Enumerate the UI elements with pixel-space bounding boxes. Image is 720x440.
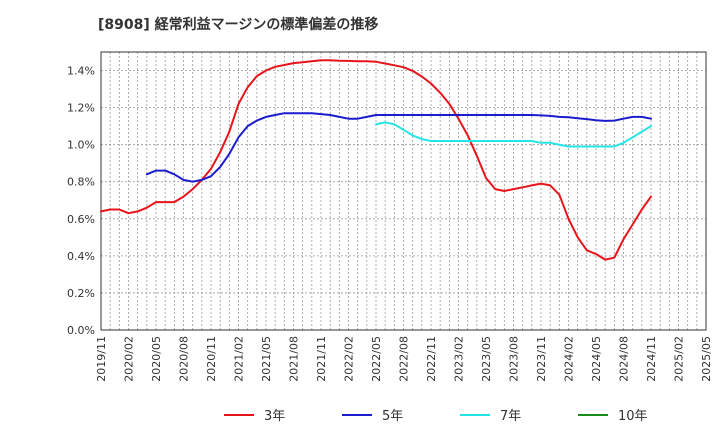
- x-tick-label: 2022/11: [425, 336, 438, 382]
- y-tick-label: 0.6%: [67, 213, 95, 226]
- legend: 3年 5年 7年 10年: [224, 409, 648, 424]
- legend-label-5年: 5年: [382, 409, 403, 424]
- x-tick-label: 2025/05: [700, 336, 713, 382]
- x-tick-label: 2020/02: [123, 336, 136, 382]
- y-tick-label: 1.0%: [67, 139, 95, 152]
- series-line-3年: [100, 59, 652, 261]
- x-tick-label: 2022/05: [370, 336, 383, 382]
- x-tick-label: 2019/11: [95, 336, 108, 382]
- legend-label-7年: 7年: [500, 409, 521, 424]
- x-tick-label: 2025/02: [673, 336, 686, 382]
- legend-label-10年: 10年: [618, 409, 648, 424]
- y-tick-label: 0.2%: [67, 287, 95, 300]
- x-tick-label: 2021/08: [288, 336, 301, 382]
- x-tick-label: 2021/05: [260, 336, 273, 382]
- chart-title: [8908] 経常利益マージンの標準偏差の推移: [98, 16, 378, 33]
- x-tick-label: 2024/02: [563, 336, 576, 382]
- x-tick-label: 2024/05: [590, 336, 603, 382]
- y-tick-label: 0.0%: [67, 324, 95, 337]
- plot-background: [101, 52, 706, 330]
- x-tick-label: 2023/02: [453, 336, 466, 382]
- x-tick-label: 2022/08: [398, 336, 411, 382]
- x-tick-label: 2023/08: [508, 336, 521, 382]
- x-tick-label: 2024/11: [645, 336, 658, 382]
- series-line-7年: [375, 121, 652, 148]
- x-tick-label: 2021/02: [233, 336, 246, 382]
- y-tick-label: 0.4%: [67, 250, 95, 263]
- plot-frame: [100, 51, 707, 331]
- x-tick-label: 2020/05: [150, 336, 163, 382]
- y-tick-label: 1.2%: [67, 102, 95, 115]
- y-tick-label: 1.4%: [67, 65, 95, 78]
- x-tick-label: 2023/05: [480, 336, 493, 382]
- x-tick-label: 2020/11: [205, 336, 218, 382]
- series-line-5年: [145, 112, 652, 183]
- plot-area: 0.0% 0.2% 0.4% 0.6% 0.8% 1.0% 1.2% 1.4% 2019/11 2…: [67, 51, 713, 382]
- y-tick-label: 0.8%: [67, 176, 95, 189]
- x-tick-label: 2020/08: [178, 336, 191, 382]
- legend-label-3年: 3年: [264, 409, 285, 424]
- x-tick-label: 2024/08: [618, 336, 631, 382]
- x-tick-label: 2023/11: [535, 336, 548, 382]
- x-tick-label: 2022/02: [343, 336, 356, 382]
- x-tick-label: 2021/11: [315, 336, 328, 382]
